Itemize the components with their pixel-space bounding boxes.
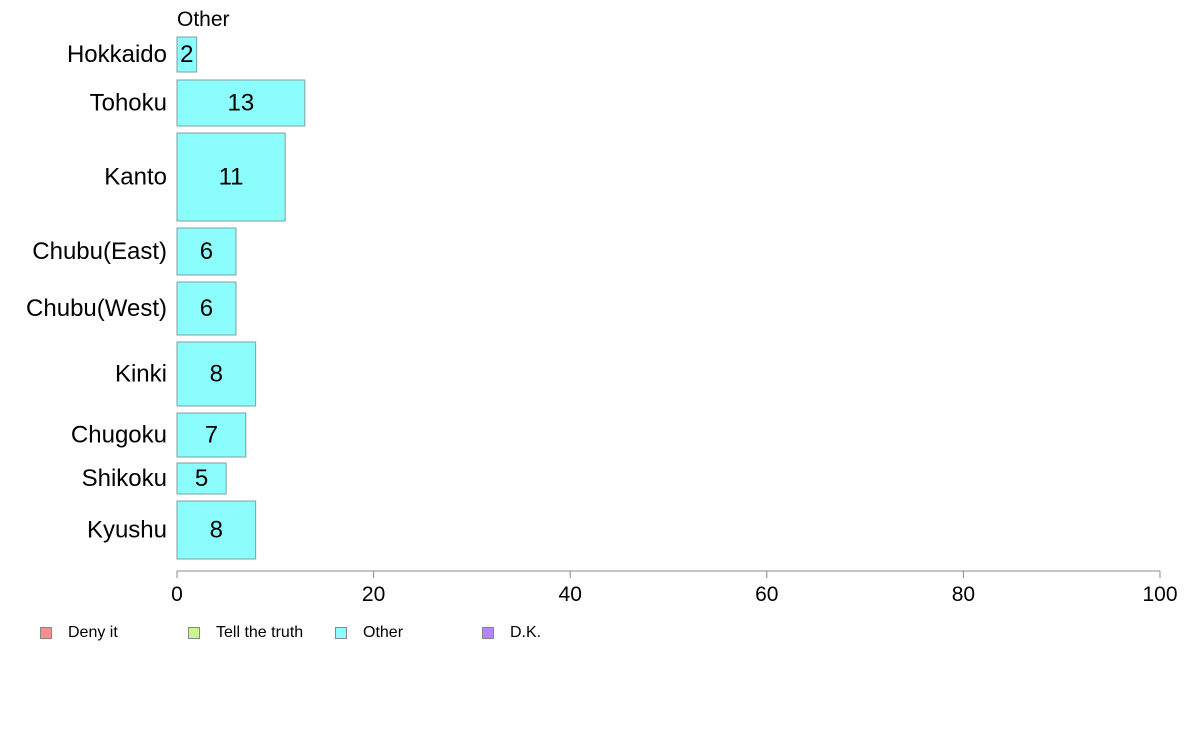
category-label-chugoku: Chugoku	[71, 422, 167, 449]
bar-hokkaido	[176, 36, 198, 73]
value-label-shikoku: 5	[195, 465, 208, 492]
category-label-kinki: Kinki	[115, 361, 167, 388]
x-tick-label-40: 40	[559, 583, 582, 606]
value-label-chubu-east: 6	[200, 238, 213, 265]
bar-chart: Other Hokkaido 2 Tohoku 13 Kanto 11 Chubu(East…	[26, 8, 1178, 606]
x-tick-label-20: 20	[362, 583, 385, 606]
category-label-tohoku: Tohoku	[90, 90, 167, 117]
legend-item-tell-the-truth: Tell the truth	[188, 624, 303, 642]
x-axis: 0 20 40 60 80 100	[171, 570, 1178, 606]
bar-tohoku	[176, 79, 306, 127]
bar-kyushu	[176, 500, 257, 560]
category-label-kanto: Kanto	[104, 164, 167, 191]
category-label-kyushu: Kyushu	[87, 517, 167, 544]
legend-swatch-tell-the-truth	[188, 627, 200, 639]
x-tick-label-80: 80	[952, 583, 975, 606]
category-label-chubu-east: Chubu(East)	[32, 238, 167, 265]
value-label-kyushu: 8	[210, 517, 223, 544]
legend-label-deny-it: Deny it	[68, 624, 118, 641]
x-tick-label-60: 60	[755, 583, 778, 606]
x-tick-label-0: 0	[171, 583, 183, 606]
panel-title: Other	[177, 8, 230, 31]
legend-swatch-dk	[482, 627, 494, 639]
legend-item-deny-it: Deny it	[40, 624, 118, 642]
legend-label-other: Other	[363, 624, 404, 641]
value-label-kanto: 11	[219, 164, 244, 191]
bar-chugoku	[176, 412, 247, 458]
value-label-hokkaido: 2	[180, 41, 193, 68]
bars-group: Hokkaido 2 Tohoku 13 Kanto 11 Chubu(East) 6 Chub…	[26, 36, 306, 560]
category-label-shikoku: Shikoku	[82, 465, 167, 492]
category-label-hokkaido: Hokkaido	[67, 41, 167, 68]
bar-shikoku	[176, 462, 227, 495]
value-label-tohoku: 13	[228, 90, 255, 117]
x-tick-label-100: 100	[1142, 583, 1177, 606]
value-label-chugoku: 7	[205, 422, 218, 449]
category-label-chubu-west: Chubu(West)	[26, 295, 167, 322]
value-label-chubu-west: 6	[200, 295, 213, 322]
legend-label-tell-the-truth: Tell the truth	[216, 624, 304, 641]
bar-chubu-west	[176, 281, 237, 336]
legend-swatch-other	[335, 627, 347, 639]
value-label-kinki: 8	[210, 361, 223, 388]
legend-label-dk: D.K.	[510, 624, 542, 641]
legend-item-other: Other	[335, 624, 403, 642]
legend-item-dk: D.K.	[482, 624, 541, 642]
bar-kanto	[176, 132, 286, 222]
bar-kinki	[176, 341, 257, 407]
bar-chubu-east	[176, 227, 237, 276]
legend-swatch-deny-it	[40, 627, 52, 639]
